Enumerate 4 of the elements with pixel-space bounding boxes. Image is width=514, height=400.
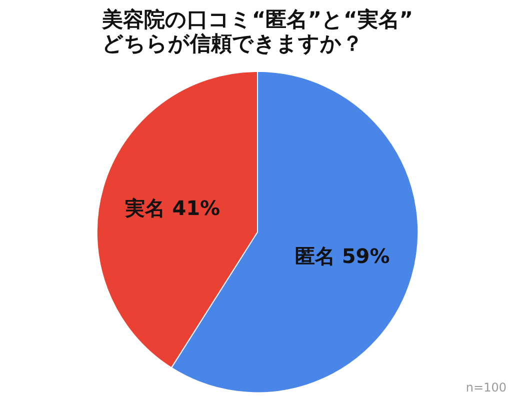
slice-label: 実名 41% <box>124 196 220 220</box>
slice-label: 匿名 59% <box>294 244 390 268</box>
text: n=100 <box>466 380 506 394</box>
chart-title: 美容院の口コミ“匿名”と“実名” どちらが信頼できますか？ <box>100 8 414 56</box>
